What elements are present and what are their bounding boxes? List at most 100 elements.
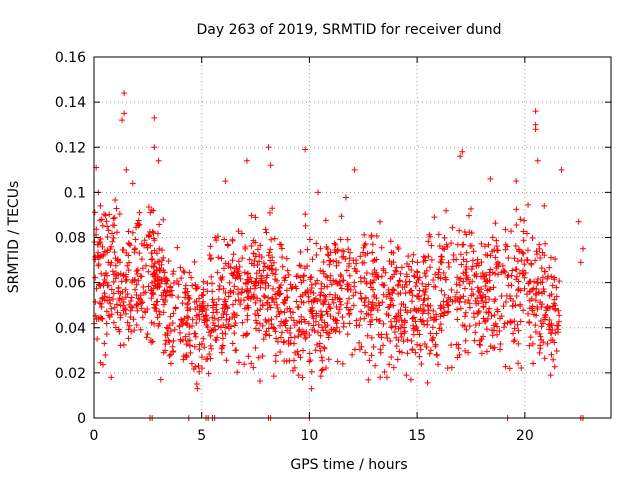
data-point	[514, 287, 521, 294]
data-point	[104, 223, 111, 230]
data-point	[189, 282, 196, 289]
data-point	[485, 241, 492, 248]
data-point	[495, 263, 502, 270]
data-point	[417, 342, 424, 349]
data-point	[424, 379, 431, 386]
data-point	[527, 288, 534, 295]
data-point	[477, 292, 484, 299]
data-point	[318, 354, 325, 361]
data-point	[507, 319, 514, 326]
data-point	[209, 280, 216, 287]
data-point	[382, 269, 389, 276]
data-point	[149, 279, 156, 286]
data-point	[455, 345, 462, 352]
data-point	[474, 295, 481, 302]
data-point	[519, 249, 526, 256]
data-point	[133, 281, 140, 288]
data-point	[476, 320, 483, 327]
data-point	[378, 334, 385, 341]
data-point	[421, 321, 428, 328]
data-point	[245, 304, 252, 311]
data-point	[547, 330, 554, 337]
data-point	[412, 318, 419, 325]
data-point	[369, 249, 376, 256]
data-point	[360, 244, 367, 251]
data-point	[257, 306, 264, 313]
data-point	[463, 326, 470, 333]
data-point	[371, 267, 378, 274]
data-point	[463, 249, 470, 256]
data-point	[106, 297, 113, 304]
data-point	[431, 214, 438, 221]
data-point	[196, 368, 203, 375]
data-point	[412, 283, 419, 290]
data-point	[131, 327, 138, 334]
data-point	[489, 327, 495, 334]
data-point	[468, 292, 475, 299]
data-point	[420, 253, 427, 260]
data-point	[257, 242, 264, 249]
data-point	[121, 90, 128, 97]
data-point	[492, 296, 499, 303]
data-point	[137, 326, 144, 333]
data-point	[486, 305, 493, 312]
data-point	[191, 343, 198, 350]
data-point	[252, 344, 259, 351]
data-point	[388, 318, 395, 325]
data-point	[496, 315, 503, 322]
data-point	[337, 236, 344, 243]
data-point	[363, 270, 370, 277]
data-point	[453, 256, 460, 263]
data-point	[273, 277, 280, 284]
data-point	[145, 203, 152, 210]
data-point	[356, 339, 363, 346]
data-point	[116, 297, 123, 304]
data-point	[386, 361, 393, 368]
data-point	[287, 334, 294, 341]
data-point	[319, 312, 326, 319]
data-point	[491, 312, 498, 319]
data-point	[139, 265, 146, 272]
data-point	[320, 327, 327, 334]
data-point	[515, 327, 522, 334]
data-point	[104, 247, 111, 254]
data-point	[502, 241, 509, 248]
data-point	[281, 338, 288, 345]
data-point	[191, 258, 198, 265]
data-point	[164, 277, 171, 284]
data-point	[532, 257, 539, 264]
data-point	[194, 385, 201, 392]
data-point	[330, 299, 337, 306]
data-point	[524, 257, 531, 264]
data-point	[308, 385, 315, 392]
data-point	[113, 272, 120, 279]
data-point	[99, 222, 106, 229]
data-point	[222, 330, 229, 337]
data-point	[200, 278, 207, 285]
data-point	[487, 175, 494, 182]
data-point	[231, 265, 238, 272]
data-point	[234, 369, 241, 376]
data-point	[220, 285, 227, 292]
data-point	[103, 320, 110, 327]
data-point	[313, 240, 320, 247]
data-point	[125, 267, 132, 274]
data-point	[265, 294, 272, 301]
data-point	[545, 273, 552, 280]
data-point	[128, 294, 135, 301]
x-tick-label: 0	[90, 428, 99, 444]
data-point	[283, 358, 290, 365]
data-point	[510, 298, 517, 305]
data-point	[124, 319, 131, 326]
data-point	[340, 323, 347, 330]
data-point	[458, 261, 465, 268]
data-point	[483, 348, 490, 355]
data-point	[517, 216, 524, 223]
data-point	[334, 324, 340, 331]
data-point	[388, 323, 395, 330]
data-point	[221, 308, 228, 315]
data-point	[226, 279, 233, 286]
data-point	[277, 334, 284, 341]
data-point	[381, 368, 388, 375]
data-point	[541, 202, 548, 209]
